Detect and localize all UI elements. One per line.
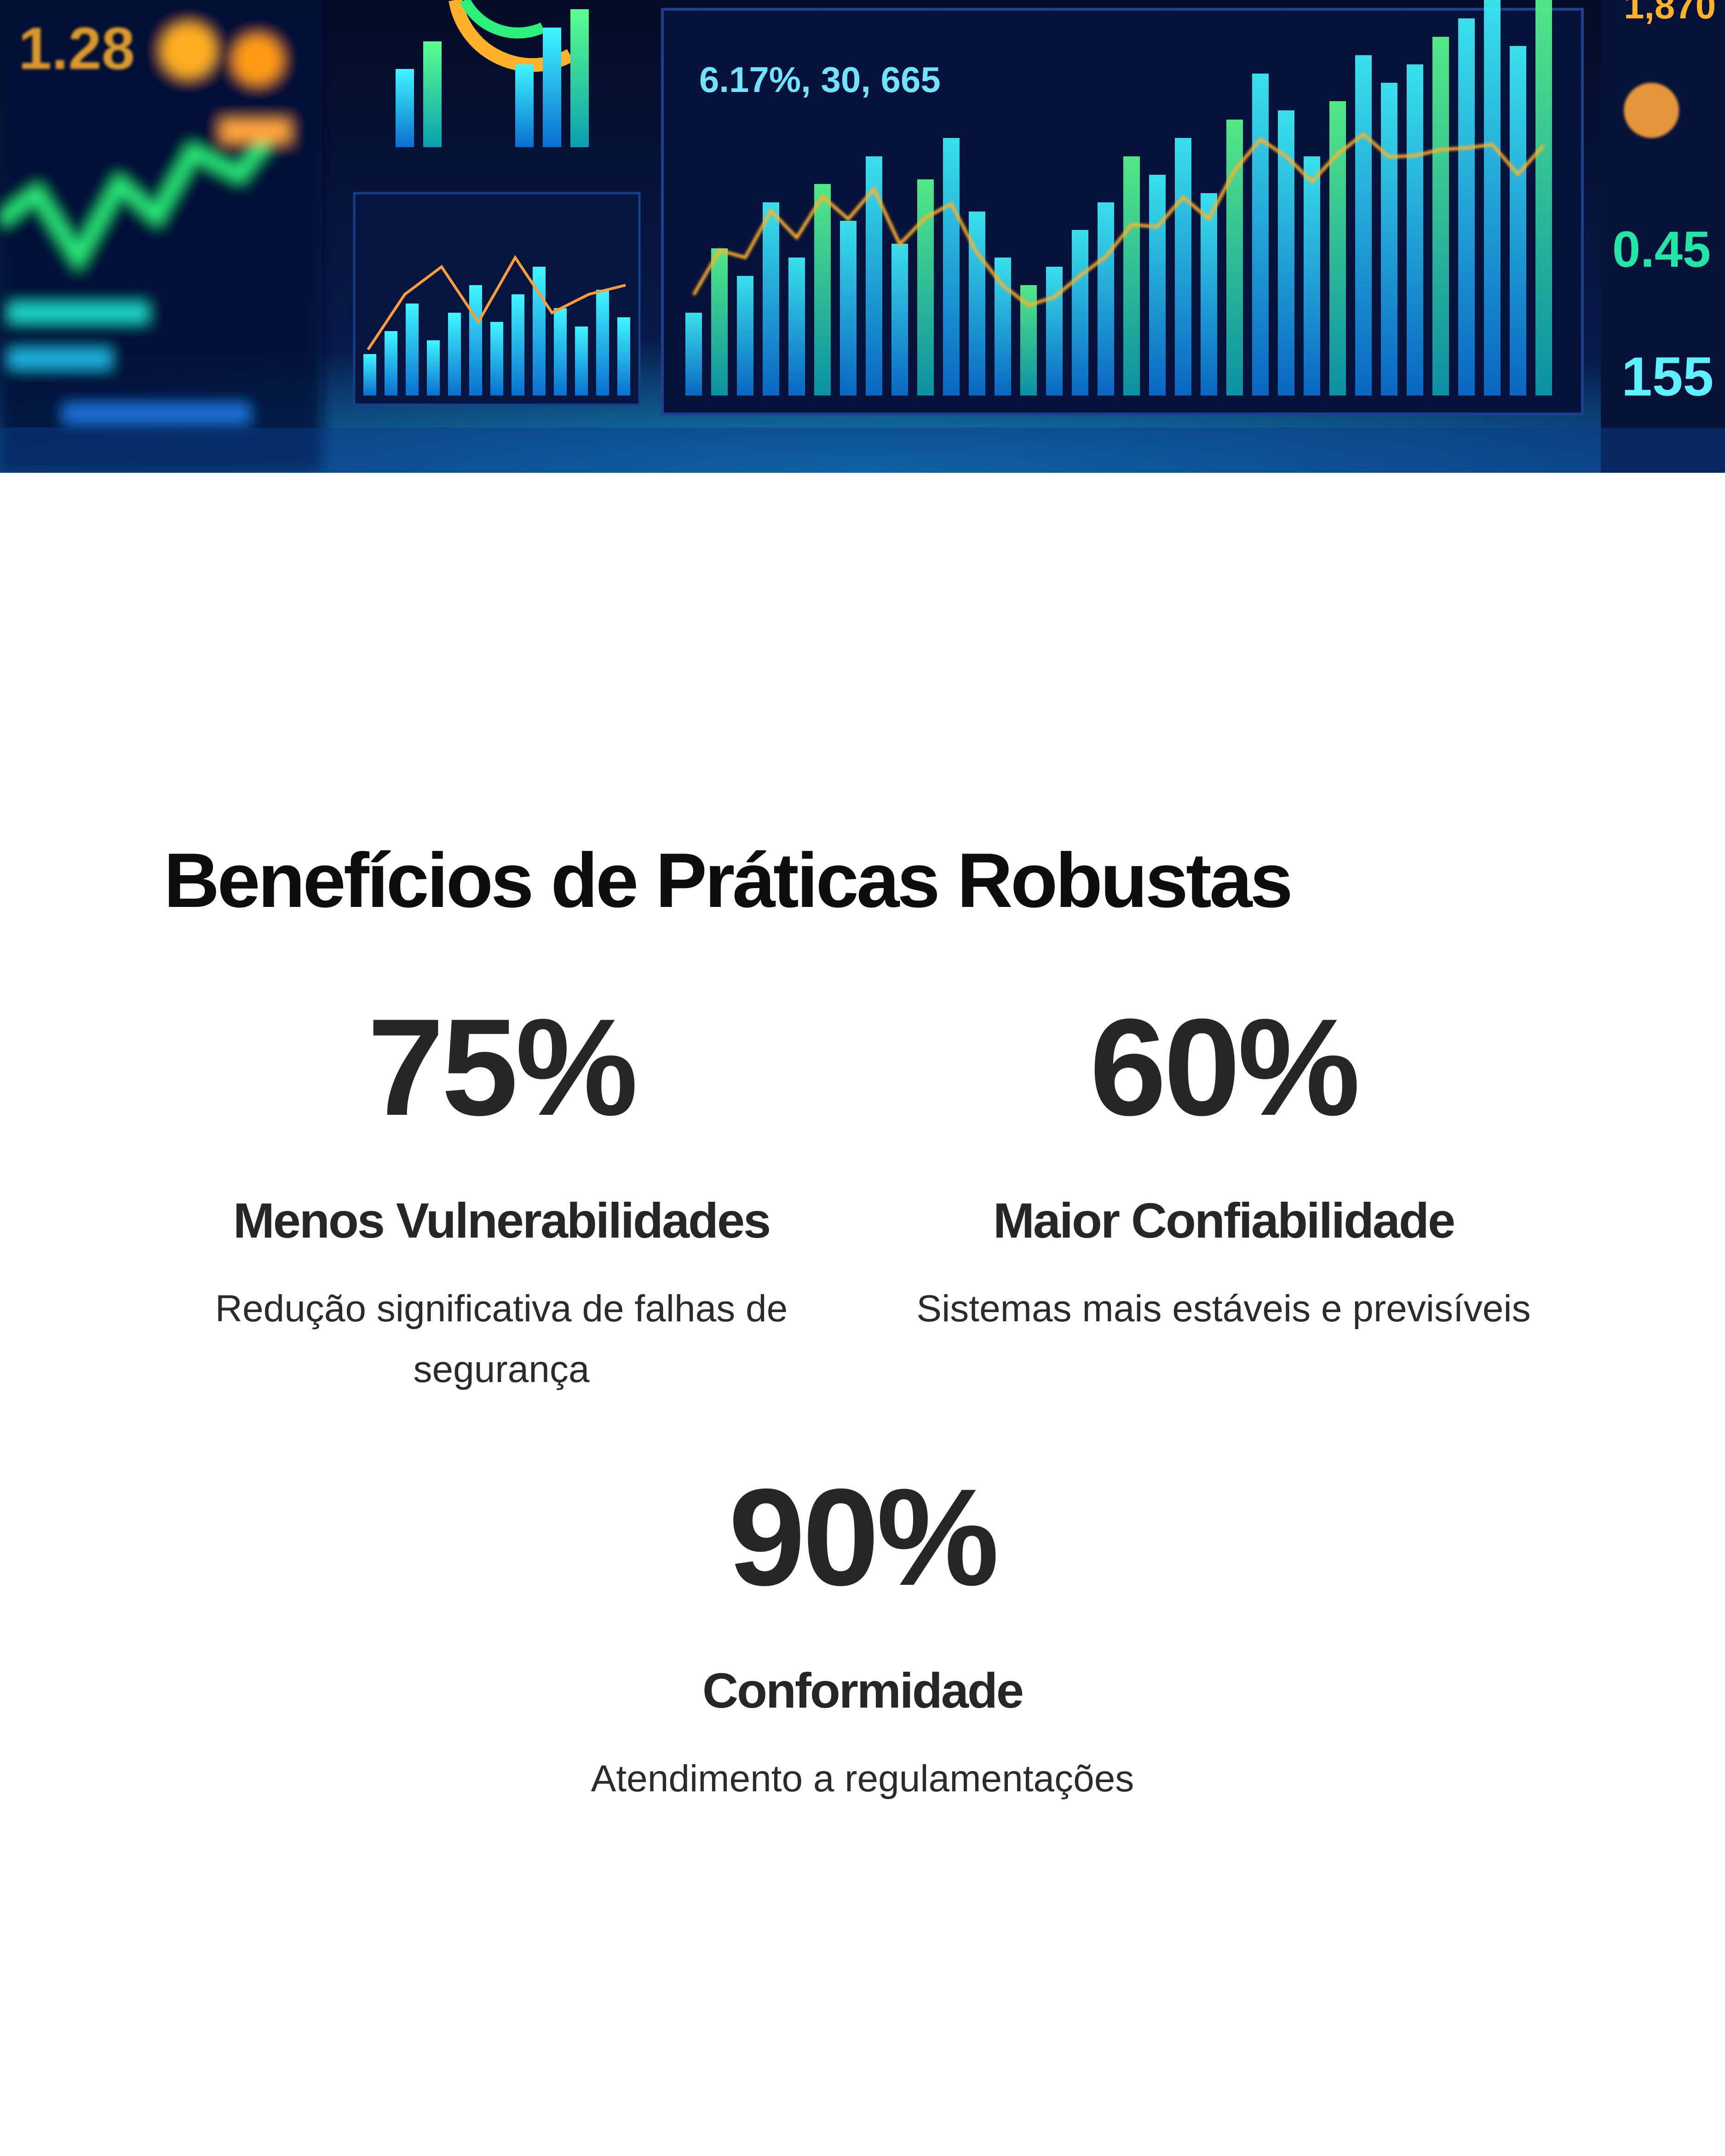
hero-bar: [737, 276, 753, 396]
hero-bar-small: [554, 308, 567, 396]
hero-bar-small: [363, 354, 376, 396]
hero-bar-small: [385, 331, 397, 396]
hero-bar-small: [575, 327, 588, 396]
hero-bar-small: [427, 340, 440, 396]
stat-description: Atendimento a regulamentações: [591, 1758, 1134, 1800]
hero-bar: [1201, 193, 1217, 396]
hero-dashboard-image: 1.28 6.17%, 30, 665 0.45 155 1,870: [0, 0, 1725, 473]
stat-value: 90%: [728, 1460, 999, 1614]
hero-bar: [788, 258, 805, 396]
hero-bar-small: [448, 313, 461, 396]
hero-left-panel: [0, 0, 322, 473]
hero-bar: [917, 179, 934, 396]
stat-label: Conformidade: [702, 1663, 1024, 1718]
stat-value: 75%: [367, 990, 638, 1144]
hero-bar-small: [406, 304, 419, 396]
stat-card-vulnerabilities: 75% Menos Vulnerabilidades Redução signi…: [184, 998, 819, 1400]
hero-bar: [1046, 267, 1063, 396]
hero-bar: [1407, 64, 1423, 396]
stat-card-compliance: 90% Conformidade Atendimento a regulamen…: [506, 1468, 1219, 1809]
hero-readout-right-a: 0.45: [1612, 221, 1711, 278]
hero-bars: [685, 0, 1552, 396]
hero-readout-corner: 1,870: [1624, 0, 1716, 26]
hero-bar: [1304, 156, 1320, 396]
hero-bar: [1252, 74, 1269, 396]
hero-bar: [943, 138, 960, 396]
hero-bar-small: [469, 285, 482, 396]
hero-bar: [1381, 83, 1397, 396]
hero-bar: [1355, 55, 1372, 396]
hero-bar: [1123, 156, 1140, 396]
hero-bar: [1510, 46, 1526, 396]
hero-bar: [1098, 202, 1114, 396]
hero-bar: [1484, 0, 1501, 396]
stat-description: Redução significativa de falhas de segur…: [215, 1288, 788, 1390]
hero-trend-line: [692, 132, 1545, 307]
hero-bar: [1329, 101, 1346, 396]
hero-bar: [711, 248, 728, 396]
hero-bar: [891, 244, 908, 396]
hero-bar-small: [596, 290, 609, 396]
hero-bar: [1432, 37, 1449, 396]
hero-bar-small: [617, 317, 630, 396]
hero-bar: [840, 221, 857, 396]
hero-bar: [685, 313, 702, 396]
hero-bar: [1149, 175, 1166, 396]
hero-bar: [1175, 138, 1191, 396]
hero-bar: [814, 184, 831, 396]
hero-bar: [763, 202, 779, 396]
hero-bar-small: [512, 294, 524, 396]
hero-bar-small: [490, 322, 503, 396]
hero-readout-top: 6.17%, 30, 665: [699, 59, 941, 100]
stat-description: Sistemas mais estáveis e previsíveis: [916, 1288, 1531, 1330]
page-title: Benefícios de Práticas Robustas: [164, 837, 1293, 923]
hero-bars-small: [363, 267, 630, 396]
hero-readout-right-b: 155: [1622, 346, 1714, 407]
hero-bar: [1458, 18, 1475, 396]
stat-label: Menos Vulnerabilidades: [233, 1193, 771, 1248]
hero-bar: [1072, 230, 1088, 396]
stat-card-reliability: 60% Maior Confiabilidade Sistemas mais e…: [865, 998, 1582, 1339]
hero-chart-illustration: 1.28 6.17%, 30, 665 0.45 155 1,870: [0, 0, 1725, 473]
hero-readout-left: 1.28: [18, 15, 135, 82]
stat-label: Maior Confiabilidade: [993, 1193, 1455, 1248]
hero-bar: [1535, 0, 1552, 396]
stat-value: 60%: [1089, 990, 1360, 1144]
